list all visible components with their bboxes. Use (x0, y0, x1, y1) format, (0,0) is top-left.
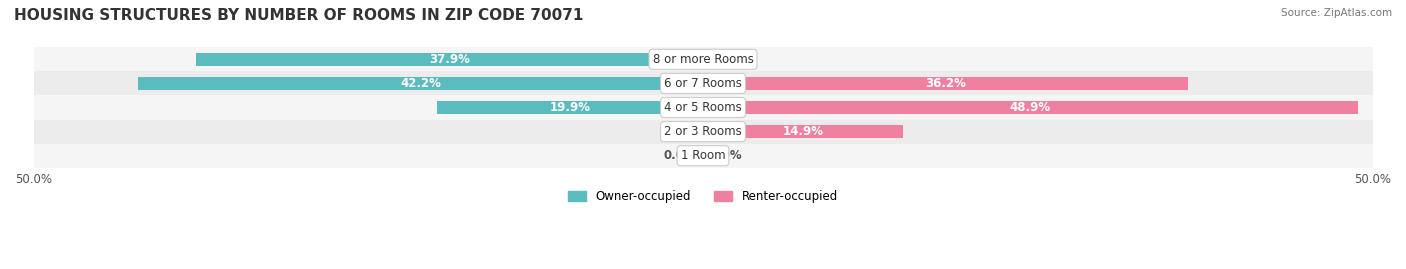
Bar (34, 119, 1372, 144)
Text: HOUSING STRUCTURES BY NUMBER OF ROOMS IN ZIP CODE 70071: HOUSING STRUCTURES BY NUMBER OF ROOMS IN… (14, 8, 583, 23)
Bar (34, 71, 1372, 95)
Text: 4 or 5 Rooms: 4 or 5 Rooms (664, 101, 742, 114)
Text: 42.2%: 42.2% (401, 77, 441, 90)
Text: 37.9%: 37.9% (429, 53, 470, 66)
Bar (703, 125, 903, 138)
Text: 6 or 7 Rooms: 6 or 7 Rooms (664, 77, 742, 90)
Bar (703, 77, 1188, 90)
Bar (34, 95, 1372, 119)
Bar (138, 77, 703, 90)
Text: 36.2%: 36.2% (925, 77, 966, 90)
Bar (34, 144, 1372, 168)
Text: 0.0%: 0.0% (710, 149, 742, 162)
Text: 14.9%: 14.9% (782, 125, 824, 138)
Text: 1 Room: 1 Room (681, 149, 725, 162)
Text: 0.0%: 0.0% (664, 149, 696, 162)
Text: 2 or 3 Rooms: 2 or 3 Rooms (664, 125, 742, 138)
Legend: Owner-occupied, Renter-occupied: Owner-occupied, Renter-occupied (564, 185, 842, 208)
Bar (703, 101, 1358, 114)
Text: 48.9%: 48.9% (1010, 101, 1050, 114)
Bar (436, 101, 703, 114)
Bar (34, 47, 1372, 71)
Text: 0.0%: 0.0% (664, 125, 696, 138)
Bar (195, 53, 703, 66)
Text: 19.9%: 19.9% (550, 101, 591, 114)
Text: 8 or more Rooms: 8 or more Rooms (652, 53, 754, 66)
Text: Source: ZipAtlas.com: Source: ZipAtlas.com (1281, 8, 1392, 18)
Text: 0.0%: 0.0% (710, 53, 742, 66)
